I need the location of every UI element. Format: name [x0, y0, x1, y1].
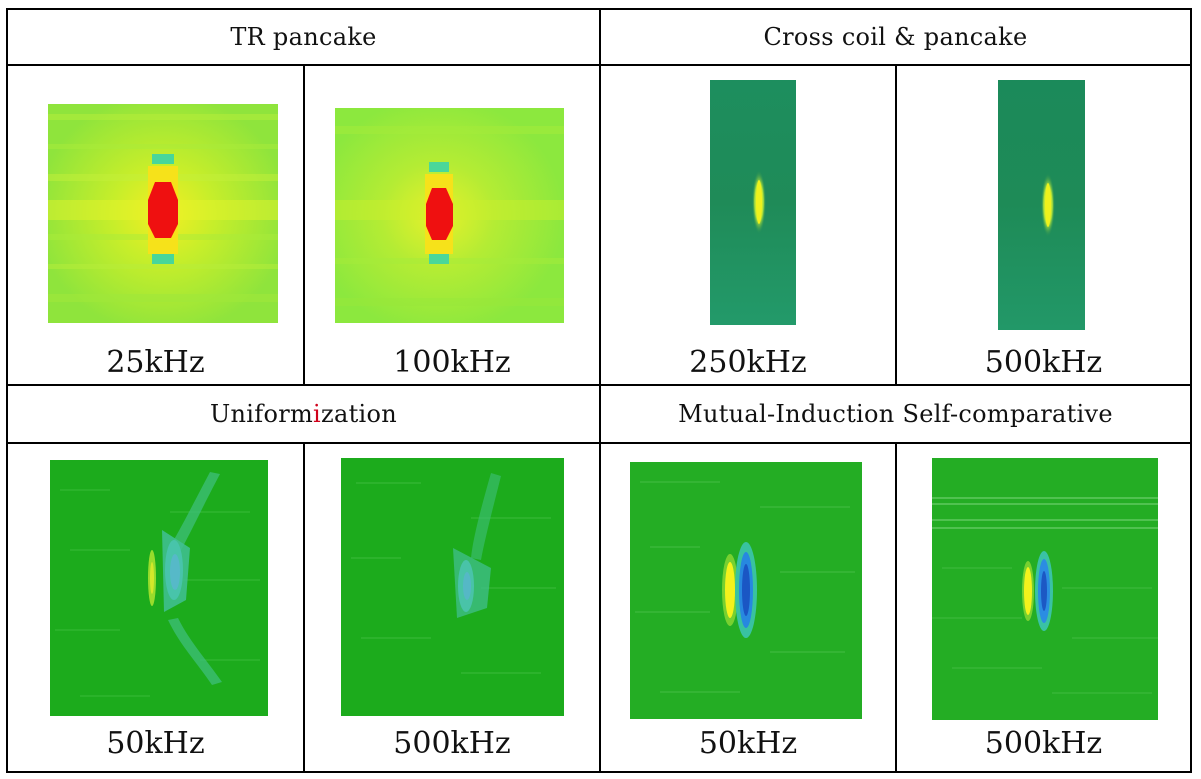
caption-un-50khz: 50kHz [106, 725, 205, 761]
caption-cc-500khz: 500kHz [984, 344, 1103, 380]
header-uniformization-part: Uniform [210, 400, 314, 428]
header-uniformization-highlight: i [313, 400, 322, 428]
caption-mi-500khz: 500kHz [984, 725, 1103, 761]
header-mutual-induction: Mutual-Induction Self-comparative [678, 400, 1113, 428]
tr-pancake-100khz-image [335, 108, 564, 323]
table-divider [303, 442, 305, 773]
table-divider [599, 8, 601, 773]
tr-pancake-25khz-image [48, 104, 278, 323]
caption-tr-25khz: 25kHz [106, 344, 205, 380]
mutual-induction-500khz-image [932, 458, 1158, 720]
caption-un-500khz: 500kHz [393, 725, 511, 761]
table-divider [895, 442, 897, 773]
table-divider [895, 64, 897, 386]
header-tr-pancake: TR pancake [230, 23, 377, 51]
cross-coil-500khz-image [998, 80, 1085, 330]
mutual-induction-50khz-image [630, 462, 862, 719]
uniformization-50khz-image [50, 460, 268, 716]
table-divider [303, 64, 305, 386]
cross-coil-250khz-image [710, 80, 796, 325]
header-uniformization-part: zation [321, 400, 397, 428]
header-uniformization: Uniform i zation [8, 386, 599, 442]
caption-mi-50khz: 50kHz [698, 725, 798, 761]
header-cross-coil-pancake: Cross coil & pancake [763, 23, 1028, 51]
caption-tr-100khz: 100kHz [393, 344, 511, 380]
uniformization-500khz-image [341, 458, 564, 716]
caption-cc-250khz: 250kHz [689, 344, 807, 380]
